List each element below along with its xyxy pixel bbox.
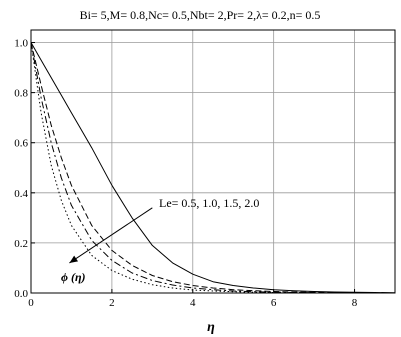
x-tick-label: 4: [190, 297, 196, 309]
x-tick-label: 8: [352, 297, 358, 309]
y-tick-label: 0.6: [14, 138, 28, 150]
annotation-text: Le= 0.5, 1.0, 1.5, 2.0: [159, 196, 259, 210]
y-tick-label: 0.4: [14, 188, 28, 200]
x-axis-label: η: [207, 320, 215, 335]
annotation: Le= 0.5, 1.0, 1.5, 2.0 ϕ (η): [61, 196, 259, 284]
series-line-2: [30, 42, 395, 294]
annotation-arrow-head: [69, 255, 79, 263]
annotation-arrow: [69, 207, 153, 264]
chart-title: Bi= 5,M= 0.8,Nc= 0.5,Nbt= 2,Pr= 2,λ= 0.2…: [80, 8, 321, 22]
series-line-3: [30, 42, 395, 294]
axis-ticks: 0 2 4 6 8 0.0 0.2 0.4 0.6 0.8 1.0: [14, 38, 358, 309]
y-tick-label: 0.0: [14, 288, 28, 300]
series-line-4: [30, 42, 395, 294]
x-tick-label: 2: [109, 297, 115, 309]
series-lines: [30, 42, 396, 294]
y-tick-label: 0.2: [14, 238, 28, 250]
curve-label: ϕ (η): [61, 270, 86, 284]
y-tick-label: 1.0: [14, 38, 28, 50]
y-tick-label: 0.8: [14, 88, 28, 100]
series-line-1: [30, 42, 396, 294]
plot-frame: [30, 29, 396, 294]
grid: [30, 30, 395, 294]
x-tick-label: 0: [28, 297, 34, 309]
x-tick-label: 6: [271, 297, 277, 309]
